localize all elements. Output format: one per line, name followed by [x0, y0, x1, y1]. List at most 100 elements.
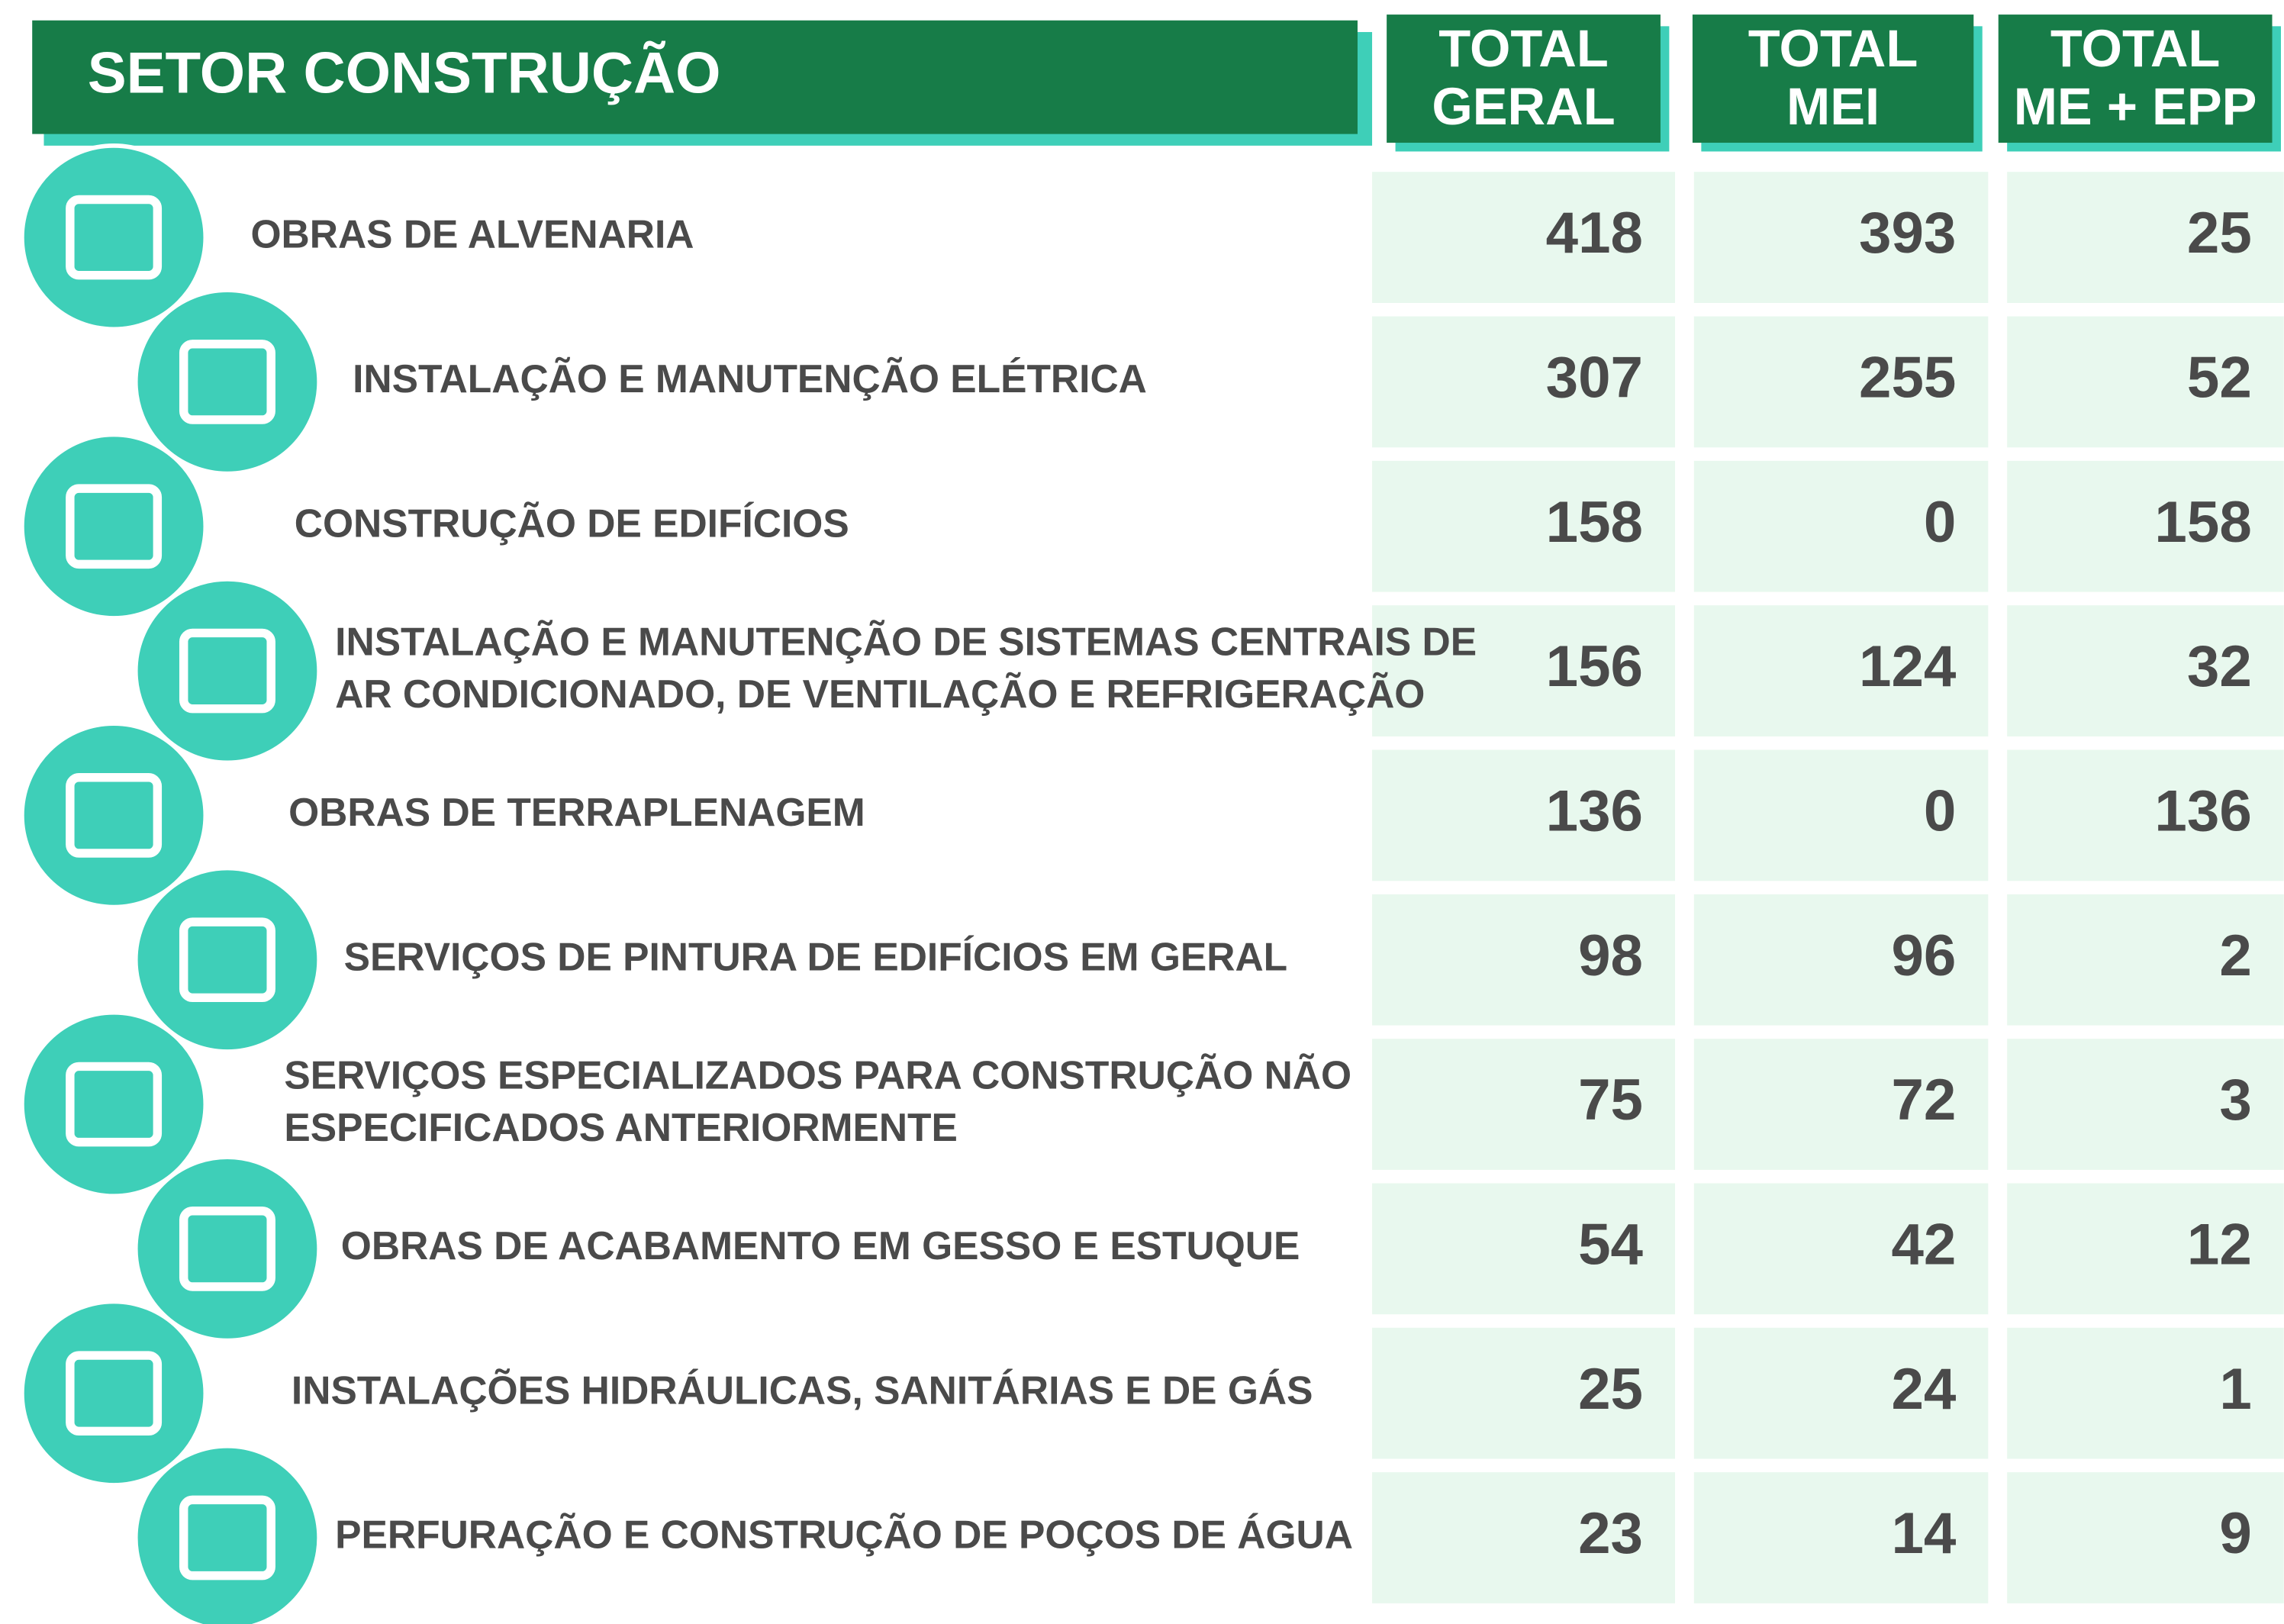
row-label: INSTALAÇÃO E MANUTENÇÃO ELÉTRICA: [353, 356, 1147, 401]
icon-glyph: [179, 1207, 275, 1291]
icon-circle: [133, 1155, 322, 1343]
cell-value: 75: [1578, 1068, 1643, 1133]
column-header-text: GERAL: [1432, 77, 1615, 136]
cell-value: 156: [1546, 634, 1643, 699]
column-header: [1998, 14, 2273, 143]
cell: [1372, 605, 1676, 736]
icon-glyph: [179, 628, 275, 714]
cell-value: 0: [1924, 779, 1956, 844]
cell: [1693, 460, 1989, 592]
cell-value: 158: [2154, 490, 2251, 555]
row-label: SERVIÇOS DE PINTURA DE EDIFÍCIOS EM GERA…: [344, 934, 1288, 978]
cell-value: 418: [1546, 201, 1643, 266]
cell: [1693, 1327, 1989, 1459]
cell-value: 1: [2219, 1357, 2251, 1422]
row-label: OBRAS DE ACABAMENTO EM GESSO E ESTUQUE: [341, 1223, 1300, 1268]
cell-value: 96: [1891, 923, 1956, 988]
icon-glyph: [66, 484, 163, 569]
icon-circle: [19, 1010, 208, 1199]
cell: [2007, 316, 2284, 448]
icon-glyph: [179, 917, 275, 1003]
cell-value: 2: [2219, 923, 2251, 988]
cell-value: 307: [1546, 346, 1643, 411]
cell: [2007, 1327, 2284, 1459]
icon-circle: [133, 288, 322, 476]
icon-glyph: [66, 773, 163, 858]
cell-value: 42: [1891, 1213, 1956, 1278]
column-header-text: ME + EPP: [2014, 77, 2257, 136]
cell-value: 32: [2187, 634, 2252, 699]
cell-value: 136: [1546, 779, 1643, 844]
cell-value: 158: [1546, 490, 1643, 555]
icon-glyph: [179, 1495, 275, 1580]
column-header: [1692, 14, 1974, 143]
icon-circle: [133, 865, 322, 1054]
cell: [1372, 1183, 1676, 1315]
cell-value: 14: [1891, 1501, 1956, 1566]
row-label: INSTALAÇÕES HIDRÁULICAS, SANITÁRIAS E DE…: [292, 1368, 1313, 1412]
title-bar: [32, 20, 1358, 134]
row-label: SERVIÇOS ESPECIALIZADOS PARA CONSTRUÇÃO …: [284, 1052, 1351, 1097]
title: SETOR CONSTRUÇÃO: [88, 40, 721, 105]
cell: [1693, 316, 1989, 448]
column-header-text: MEI: [1786, 77, 1880, 136]
cell-value: 25: [2187, 201, 2252, 266]
cell: [2007, 749, 2284, 881]
cell: [2007, 460, 2284, 592]
icon-circle: [133, 1443, 322, 1624]
icon-circle: [19, 432, 208, 620]
cell: [2007, 1183, 2284, 1315]
cell-value: 24: [1891, 1357, 1956, 1422]
cell-value: 54: [1578, 1213, 1643, 1278]
column-header: [1387, 14, 1661, 143]
cell: [1372, 172, 1676, 303]
column-header-text: TOTAL: [1748, 19, 1918, 78]
cell-value: 98: [1578, 923, 1643, 988]
column-header-text: TOTAL: [1438, 19, 1609, 78]
cell-value: 9: [2219, 1501, 2251, 1566]
row-label: ESPECIFICADOS ANTERIORMENTE: [284, 1105, 958, 1149]
icon-circle: [133, 576, 322, 765]
cell: [1693, 605, 1989, 736]
icon-glyph: [179, 340, 275, 424]
column-header-text: TOTAL: [2050, 19, 2221, 78]
cell: [2007, 605, 2284, 736]
cell-value: 52: [2187, 346, 2252, 411]
row-label: OBRAS DE TERRAPLENAGEM: [288, 790, 865, 834]
row-label: AR CONDICIONADO, DE VENTILAÇÃO E REFRIGE…: [335, 672, 1425, 716]
cell: [1372, 1039, 1676, 1170]
icon-glyph: [66, 195, 163, 280]
cell-value: 23: [1578, 1501, 1643, 1566]
row-label: CONSTRUÇÃO DE EDIFÍCIOS: [295, 501, 849, 545]
cell: [1372, 1327, 1676, 1459]
cell-value: 136: [2154, 779, 2251, 844]
cell: [1693, 172, 1989, 303]
icon-glyph: [66, 1062, 163, 1147]
icon-glyph: [66, 1351, 163, 1436]
icon-circle: [19, 143, 208, 332]
cell: [1693, 1472, 1989, 1603]
icon-circle: [19, 1299, 208, 1487]
cell: [1372, 894, 1676, 1026]
cell: [2007, 1039, 2284, 1170]
cell: [1693, 749, 1989, 881]
cell-value: 0: [1924, 490, 1956, 555]
cell: [1372, 316, 1676, 448]
cell: [1372, 1472, 1676, 1603]
cell-value: 3: [2219, 1068, 2251, 1133]
cell: [2007, 894, 2284, 1026]
cell-value: 255: [1859, 346, 1956, 411]
row-label: INSTALAÇÃO E MANUTENÇÃO DE SISTEMAS CENT…: [335, 619, 1477, 663]
cell: [1372, 460, 1676, 592]
cell: [1693, 894, 1989, 1026]
row-label: OBRAS DE ALVENARIA: [250, 212, 694, 256]
cell: [2007, 172, 2284, 303]
cell: [2007, 1472, 2284, 1603]
cell: [1693, 1183, 1989, 1315]
cell-value: 12: [2187, 1213, 2252, 1278]
cell: [1693, 1039, 1989, 1170]
cell-value: 72: [1891, 1068, 1956, 1133]
cell-value: 124: [1859, 634, 1957, 699]
icon-circle: [19, 721, 208, 910]
